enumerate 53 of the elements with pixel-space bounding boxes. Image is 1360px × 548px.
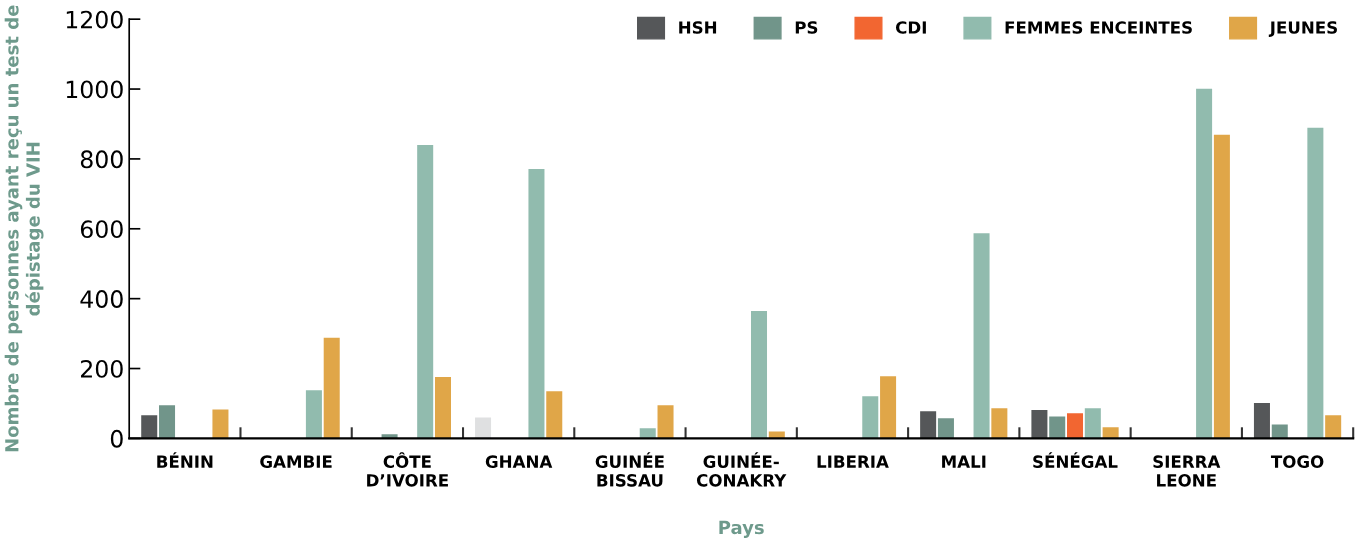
bar	[1325, 415, 1342, 439]
y-tick-label: 1200	[66, 10, 123, 29]
bar	[880, 376, 897, 439]
y-tick-label: 200	[81, 359, 123, 378]
x-tick-label: TOGO	[1270, 455, 1324, 468]
x-tick-label: LIBERIA	[817, 455, 889, 468]
x-tick-label: MALI	[942, 455, 986, 468]
bar	[1213, 134, 1230, 439]
y-axis-title: Nombre de personnes ayant reçu un test de dépistage du VIH	[4, 5, 44, 452]
bar	[1307, 127, 1324, 439]
bar	[1196, 88, 1213, 439]
bar	[528, 169, 545, 439]
bar	[212, 409, 229, 439]
bar	[657, 405, 674, 439]
y-tick-label: 400	[80, 290, 123, 308]
y-tick-label: 600	[80, 220, 123, 239]
bar	[1031, 410, 1048, 439]
x-tick-label: SIERRA LEONE	[1153, 455, 1221, 487]
bar	[475, 417, 492, 439]
legend-label: PS	[795, 21, 818, 34]
x-axis-title: Pays	[719, 520, 764, 538]
bar	[417, 144, 434, 439]
y-tick-label: 0	[110, 429, 123, 448]
bar	[937, 418, 954, 439]
bar	[1067, 413, 1084, 439]
legend-label: HSH	[679, 21, 717, 34]
legend-label: FEMMES ENCEINTES	[1005, 21, 1192, 34]
bar	[991, 408, 1008, 439]
bar	[141, 415, 158, 439]
bar	[323, 337, 340, 439]
bar	[862, 396, 879, 439]
x-tick-label: BÉNIN	[157, 452, 213, 468]
bar	[920, 411, 937, 439]
bar	[305, 390, 322, 439]
bar	[1253, 403, 1270, 439]
bar	[546, 391, 563, 439]
bar	[973, 233, 990, 439]
x-tick-label: GAMBIE	[260, 455, 332, 468]
legend-label: CDI	[895, 21, 926, 34]
bar	[434, 376, 451, 439]
x-tick-label: GHANA	[485, 455, 553, 468]
y-tick-label: 1000	[66, 80, 123, 99]
bar	[1084, 408, 1101, 439]
y-tick-label: 800	[80, 150, 123, 169]
bar	[1049, 416, 1066, 439]
bar	[1271, 424, 1288, 439]
x-tick-label: GUINÉE BISSAU	[595, 452, 664, 487]
legend-label: JEUNES	[1268, 21, 1337, 37]
x-tick-label: GUINÉE- CONAKRY	[696, 452, 787, 487]
bar	[159, 405, 176, 439]
x-tick-label: SÉNÉGAL	[1033, 452, 1118, 468]
x-tick-label: CÔTE D’IVOIRE	[367, 452, 448, 487]
bar	[750, 310, 768, 439]
